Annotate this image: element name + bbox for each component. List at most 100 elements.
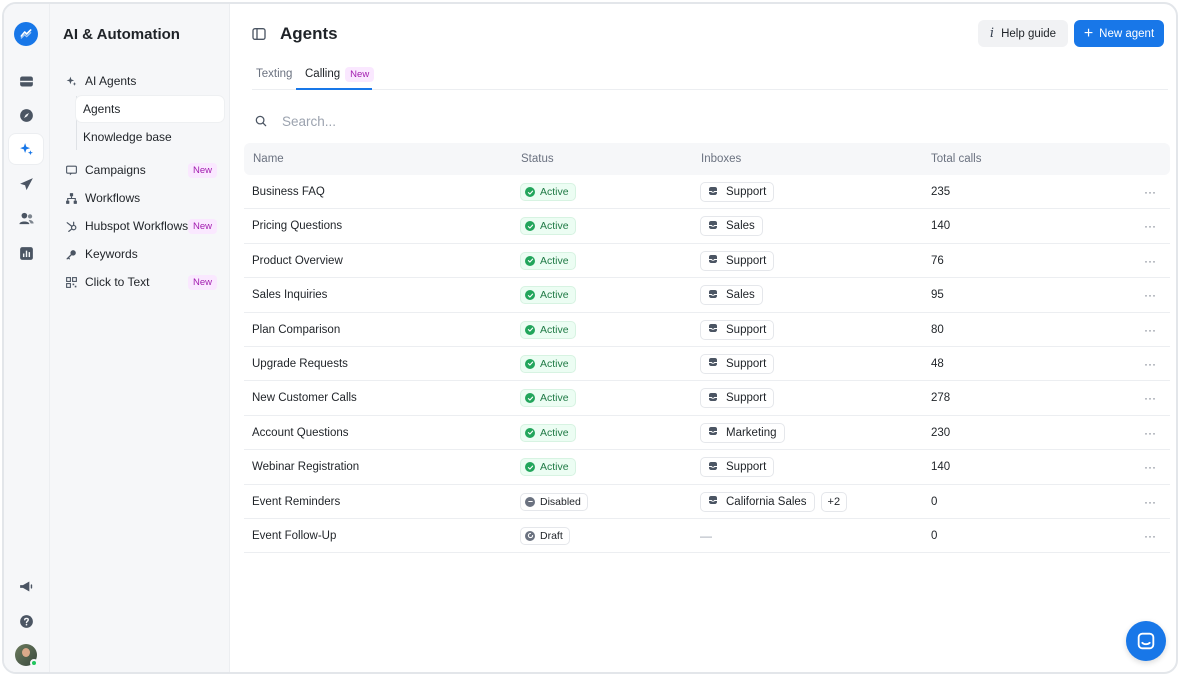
status-cell: Active	[520, 244, 576, 278]
sidebar-item-click-to-text[interactable]: Click to Text New	[58, 269, 223, 295]
analytics-icon[interactable]	[9, 238, 43, 268]
sidebar-item-campaigns[interactable]: Campaigns New	[58, 157, 223, 183]
total-calls: 95	[931, 289, 944, 302]
agent-name[interactable]: Business FAQ	[252, 186, 325, 198]
inbox-icon	[707, 356, 726, 371]
tab-label: Texting	[256, 68, 293, 80]
compass-icon[interactable]	[9, 100, 43, 130]
row-more-menu-icon[interactable]: ···	[1144, 356, 1156, 371]
column-header-status[interactable]: Status	[521, 153, 554, 165]
agent-name[interactable]: Account Questions	[252, 426, 349, 439]
table-row[interactable]: Upgrade Requests Active Support 48 ···	[244, 347, 1170, 382]
row-more-menu-icon[interactable]: ···	[1144, 494, 1156, 509]
agent-name[interactable]: New Customer Calls	[252, 392, 357, 405]
inbox-icon	[707, 391, 726, 406]
agent-name[interactable]: Product Overview	[252, 254, 343, 267]
row-more-menu-icon[interactable]: ···	[1144, 322, 1156, 337]
inbox-chip[interactable]: Sales	[700, 285, 763, 306]
sidebar-item-hubspot-workflows[interactable]: Hubspot Workflows New	[58, 213, 223, 239]
agent-name[interactable]: Event Reminders	[252, 495, 341, 508]
table-row[interactable]: Pricing Questions Active Sales 140 ···	[244, 209, 1170, 244]
status-label: Active	[540, 426, 569, 439]
status-label: Active	[540, 461, 569, 474]
table-row[interactable]: Plan Comparison Active Support 80 ···	[244, 313, 1170, 347]
agent-name[interactable]: Webinar Registration	[252, 461, 360, 474]
sidebar-toggle-icon[interactable]	[251, 26, 267, 42]
inbox-chip[interactable]: Support	[700, 457, 775, 478]
check-circle-icon	[525, 358, 535, 369]
new-agent-button[interactable]: + New agent	[1074, 20, 1164, 47]
total-calls: 48	[931, 357, 944, 370]
row-more-menu-icon[interactable]: ···	[1144, 219, 1156, 234]
ai-automation-icon[interactable]	[9, 134, 43, 164]
avatar[interactable]	[15, 644, 38, 667]
chat-icon	[1137, 632, 1155, 650]
send-icon[interactable]	[9, 169, 43, 199]
inboxes-cell: Support	[700, 175, 775, 209]
column-header-name[interactable]: Name	[253, 153, 284, 165]
total-calls: 0	[931, 529, 938, 542]
icon-rail	[4, 4, 50, 672]
agent-name[interactable]: Upgrade Requests	[252, 357, 348, 370]
table-row[interactable]: Event Reminders Disabled California Sale…	[244, 485, 1170, 519]
agent-name[interactable]: Plan Comparison	[252, 323, 341, 336]
agent-name[interactable]: Pricing Questions	[252, 220, 343, 233]
table-row[interactable]: New Customer Calls Active Support 278 ··…	[244, 381, 1170, 416]
sidebar-item-keywords[interactable]: Keywords	[58, 241, 223, 267]
search-input[interactable]	[282, 113, 582, 129]
sidebar-item-ai-agents[interactable]: AI Agents	[58, 68, 223, 94]
qr-icon	[64, 275, 78, 289]
help-guide-button[interactable]: i Help guide	[978, 20, 1068, 47]
inbox-chip[interactable]: Sales	[700, 216, 763, 237]
row-more-menu-icon[interactable]: ···	[1144, 528, 1156, 543]
table-row[interactable]: Event Follow-Up Draft — 0 ···	[244, 519, 1170, 554]
inbox-chip[interactable]: California Sales	[700, 491, 815, 512]
row-more-menu-icon[interactable]: ···	[1144, 425, 1156, 440]
total-calls: 235	[931, 186, 951, 198]
agent-name[interactable]: Sales Inquiries	[252, 289, 328, 302]
column-header-total-calls[interactable]: Total calls	[931, 153, 982, 165]
inbox-label: Sales	[726, 220, 755, 233]
table-row[interactable]: Product Overview Active Support 76 ···	[244, 244, 1170, 279]
tab-texting[interactable]: Texting	[256, 68, 292, 80]
sidebar-item-agents[interactable]: Agents	[76, 96, 224, 122]
status-cell: Active	[520, 175, 576, 209]
inbox-chip[interactable]: Support	[700, 388, 775, 409]
sidebar-item-knowledge-base[interactable]: Knowledge base	[76, 124, 224, 150]
status-label: Disabled	[540, 495, 581, 508]
inboxes-cell: Support	[700, 313, 775, 347]
chat-launcher-button[interactable]	[1126, 621, 1166, 661]
inbox-chip[interactable]: Support	[700, 250, 775, 271]
inbox-icon[interactable]	[9, 66, 43, 96]
new-badge: New	[187, 274, 217, 290]
status-cell: Active	[520, 313, 576, 347]
inbox-chip[interactable]: Support	[700, 319, 775, 340]
inbox-chip[interactable]: Marketing	[700, 422, 785, 443]
sidebar-title: AI & Automation	[63, 26, 180, 43]
help-icon[interactable]	[9, 606, 43, 636]
row-more-menu-icon[interactable]: ···	[1144, 460, 1156, 475]
column-header-inboxes[interactable]: Inboxes	[701, 153, 742, 165]
table-row[interactable]: Account Questions Active Marketing 230 ·…	[244, 416, 1170, 451]
row-more-menu-icon[interactable]: ···	[1144, 391, 1156, 406]
tab-calling[interactable]: Calling New	[305, 67, 375, 82]
table-row[interactable]: Sales Inquiries Active Sales 95 ···	[244, 278, 1170, 313]
inbox-chip[interactable]: Support	[700, 353, 775, 374]
status-badge: Disabled	[520, 492, 588, 511]
announcements-icon[interactable]	[9, 571, 43, 601]
row-more-menu-icon[interactable]: ···	[1144, 288, 1156, 303]
agent-name[interactable]: Event Follow-Up	[252, 529, 337, 542]
status-cell: Active	[520, 416, 576, 450]
inbox-label: Support	[726, 186, 767, 198]
table-row[interactable]: Webinar Registration Active Support 140 …	[244, 450, 1170, 485]
table-header: Name Status Inboxes Total calls	[244, 143, 1170, 175]
inbox-chip[interactable]: Support	[700, 182, 775, 202]
sidebar-item-workflows[interactable]: Workflows	[58, 185, 223, 211]
row-more-menu-icon[interactable]: ···	[1144, 253, 1156, 268]
app-logo-icon[interactable]	[14, 22, 38, 46]
contacts-icon[interactable]	[9, 203, 43, 233]
status-badge: Draft	[520, 526, 570, 545]
row-more-menu-icon[interactable]: ···	[1144, 185, 1156, 199]
table-row[interactable]: Business FAQ Active Support 235 ···	[244, 175, 1170, 210]
more-inboxes-chip[interactable]: +2	[820, 491, 848, 512]
